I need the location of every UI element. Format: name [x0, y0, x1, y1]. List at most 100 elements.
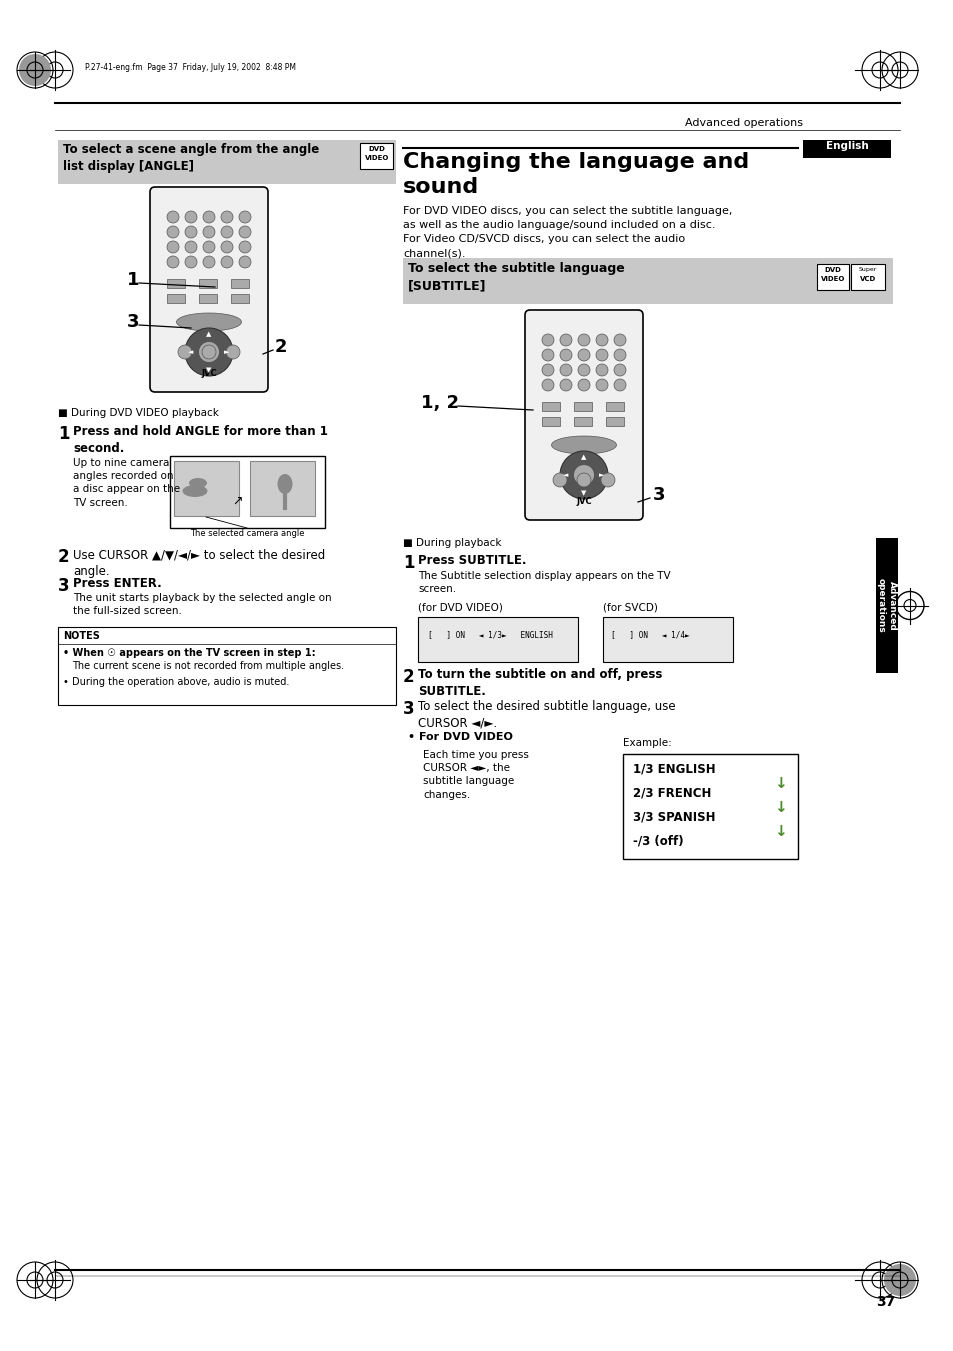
Circle shape [185, 226, 196, 238]
Text: 1, 2: 1, 2 [420, 394, 458, 412]
Bar [816, 263, 848, 290]
Circle shape [614, 349, 625, 361]
Circle shape [577, 473, 590, 486]
Circle shape [559, 451, 607, 499]
Text: VCD: VCD [859, 276, 875, 282]
Bar [541, 417, 559, 426]
Text: ■ During DVD VIDEO playback: ■ During DVD VIDEO playback [58, 408, 218, 417]
Text: Use CURSOR ▲/▼/◄/► to select the desired
angle.: Use CURSOR ▲/▼/◄/► to select the desired… [73, 549, 325, 578]
Circle shape [596, 363, 607, 376]
Text: Press ENTER.: Press ENTER. [73, 577, 162, 590]
Text: ▼: ▼ [206, 367, 212, 373]
Text: P.27-41-eng.fm  Page 37  Friday, July 19, 2002  8:48 PM: P.27-41-eng.fm Page 37 Friday, July 19, … [85, 63, 295, 73]
Text: VIDEO: VIDEO [364, 155, 389, 161]
Circle shape [221, 226, 233, 238]
Circle shape [600, 473, 615, 486]
Circle shape [239, 255, 251, 267]
Bar [173, 461, 239, 516]
Circle shape [178, 345, 192, 359]
Text: Super: Super [858, 267, 876, 272]
Text: 3: 3 [58, 577, 70, 594]
Bar [170, 457, 325, 528]
Circle shape [185, 328, 233, 376]
Bar [167, 295, 185, 303]
Text: The unit starts playback by the selected angle on
the full-sized screen.: The unit starts playback by the selected… [73, 593, 332, 616]
Circle shape [221, 211, 233, 223]
Circle shape [578, 334, 589, 346]
Text: • During the operation above, audio is muted.: • During the operation above, audio is m… [63, 677, 289, 688]
Text: To turn the subtitle on and off, press
SUBTITLE.: To turn the subtitle on and off, press S… [417, 667, 661, 698]
Text: ►: ► [598, 471, 604, 478]
Circle shape [596, 334, 607, 346]
Circle shape [614, 363, 625, 376]
Circle shape [221, 255, 233, 267]
Circle shape [167, 226, 179, 238]
Ellipse shape [189, 478, 207, 488]
Text: DVD: DVD [368, 146, 385, 153]
Text: JVC: JVC [201, 369, 216, 378]
Text: 1: 1 [402, 554, 414, 571]
Ellipse shape [182, 485, 208, 497]
Circle shape [202, 345, 215, 359]
Circle shape [559, 349, 572, 361]
Circle shape [541, 349, 554, 361]
Circle shape [239, 226, 251, 238]
Text: DVD: DVD [823, 267, 841, 273]
Bar [231, 280, 249, 288]
Circle shape [596, 380, 607, 390]
Text: • For DVD VIDEO: • For DVD VIDEO [408, 732, 513, 742]
Bar [231, 295, 249, 303]
Circle shape [614, 380, 625, 390]
Circle shape [578, 363, 589, 376]
Text: For DVD VIDEO discs, you can select the subtitle language,
as well as the audio : For DVD VIDEO discs, you can select the … [402, 205, 732, 258]
Bar [802, 141, 890, 158]
Text: NOTES: NOTES [63, 631, 100, 640]
Text: ↓: ↓ [773, 824, 785, 839]
Circle shape [541, 363, 554, 376]
Text: ►: ► [224, 349, 230, 355]
Circle shape [559, 363, 572, 376]
FancyBboxPatch shape [524, 309, 642, 520]
Text: Advanced
operations: Advanced operations [876, 578, 896, 632]
Text: (for SVCD): (for SVCD) [602, 603, 658, 612]
Text: Each time you press
CURSOR ◄►, the
subtitle language
changes.: Each time you press CURSOR ◄►, the subti… [422, 750, 528, 800]
Circle shape [559, 334, 572, 346]
Text: 1/3 ENGLISH: 1/3 ENGLISH [633, 762, 715, 775]
Text: • When ☉ appears on the TV screen in step 1:: • When ☉ appears on the TV screen in ste… [63, 648, 315, 658]
Bar [574, 417, 592, 426]
Bar [574, 403, 592, 411]
Bar [359, 143, 393, 169]
Text: Example:: Example: [622, 738, 671, 748]
Text: JVC: JVC [576, 497, 591, 507]
Text: ◄: ◄ [188, 349, 193, 355]
Circle shape [203, 211, 214, 223]
Circle shape [167, 255, 179, 267]
Circle shape [226, 345, 240, 359]
Text: 3: 3 [127, 313, 139, 331]
Circle shape [185, 211, 196, 223]
Text: Press SUBTITLE.: Press SUBTITLE. [417, 554, 526, 567]
Bar [850, 263, 884, 290]
Bar [417, 617, 578, 662]
Text: The current scene is not recorded from multiple angles.: The current scene is not recorded from m… [71, 661, 344, 671]
Text: ▲: ▲ [580, 454, 586, 459]
Text: To select the subtitle language
[SUBTITLE]: To select the subtitle language [SUBTITL… [408, 262, 624, 292]
Text: 3: 3 [652, 486, 665, 504]
Text: ↗: ↗ [233, 494, 243, 508]
Bar [605, 417, 623, 426]
Ellipse shape [277, 474, 293, 494]
FancyBboxPatch shape [150, 186, 268, 392]
Bar [541, 403, 559, 411]
Bar [199, 280, 216, 288]
Text: Advanced operations: Advanced operations [684, 118, 802, 128]
Circle shape [185, 255, 196, 267]
Circle shape [203, 226, 214, 238]
Text: ↓: ↓ [773, 775, 785, 790]
Bar [167, 280, 185, 288]
Text: Press and hold ANGLE for more than 1
second.: Press and hold ANGLE for more than 1 sec… [73, 426, 328, 455]
Bar [58, 141, 395, 184]
Text: VIDEO: VIDEO [820, 276, 844, 282]
Ellipse shape [551, 436, 616, 454]
Text: 1: 1 [127, 272, 139, 289]
Text: 1: 1 [58, 426, 70, 443]
